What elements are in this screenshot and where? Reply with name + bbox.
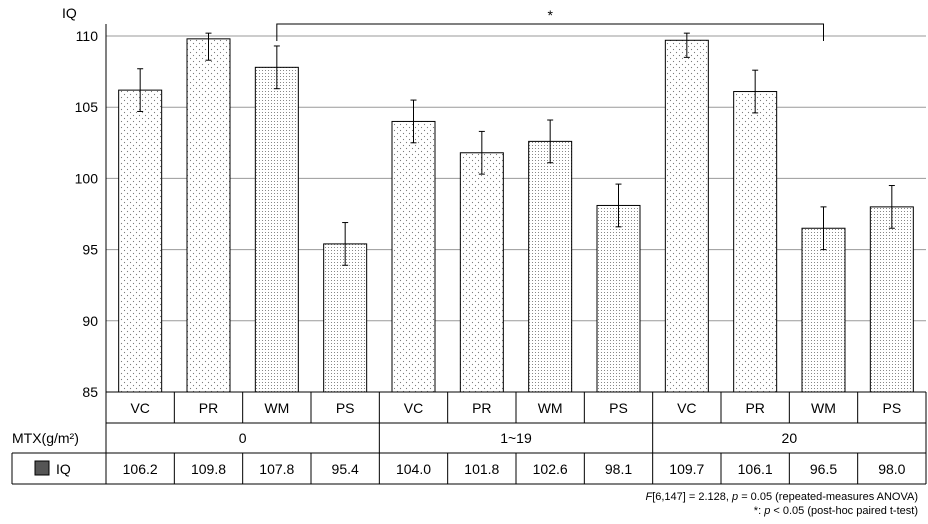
category-label-wm-10: WM — [811, 400, 836, 416]
value-label-4: 104.0 — [396, 461, 431, 477]
category-label-vc-0: VC — [130, 400, 149, 416]
category-label-ps-11: PS — [882, 400, 901, 416]
category-label-pr-1: PR — [199, 400, 218, 416]
bar-vc-4 — [391, 120, 436, 393]
category-label-pr-9: PR — [745, 400, 764, 416]
value-label-7: 98.1 — [605, 461, 632, 477]
value-label-6: 102.6 — [533, 461, 568, 477]
category-label-pr-5: PR — [472, 400, 491, 416]
value-label-3: 95.4 — [332, 461, 359, 477]
category-label-wm-6: WM — [538, 400, 563, 416]
category-label-ps-3: PS — [336, 400, 355, 416]
footnote-1: F[6,147] = 2.128, p = 0.05 (repeated-mea… — [645, 491, 918, 503]
y-tick-label-110: 110 — [76, 28, 99, 44]
value-label-8: 109.7 — [669, 461, 704, 477]
bar-ps-11 — [869, 206, 914, 393]
category-label-ps-7: PS — [609, 400, 628, 416]
value-label-9: 106.1 — [738, 461, 773, 477]
value-label-11: 98.0 — [878, 461, 905, 477]
bar-pr-9 — [733, 91, 778, 393]
y-axis-title: IQ — [62, 5, 77, 21]
value-label-5: 101.8 — [464, 461, 499, 477]
value-label-10: 96.5 — [810, 461, 837, 477]
y-tick-label-85: 85 — [82, 384, 98, 400]
bar-ps-7 — [596, 204, 641, 393]
y-axis: 85 90 95 100 105 110 IQ — [62, 5, 107, 400]
value-label-0: 106.2 — [123, 461, 158, 477]
footnotes: F[6,147] = 2.128, p = 0.05 (repeated-mea… — [645, 491, 918, 517]
y-tick-label-100: 100 — [75, 170, 99, 186]
y-tick-label-95: 95 — [82, 242, 98, 258]
group-axis-label: MTX(g/m²) — [12, 430, 79, 446]
significance-label: * — [547, 7, 553, 23]
legend-label-iq: IQ — [56, 461, 71, 477]
group-label-2: 20 — [782, 430, 798, 446]
bar-vc-0 — [118, 89, 163, 393]
bar-pr-1 — [186, 38, 231, 393]
value-label-1: 109.8 — [191, 461, 226, 477]
category-label-vc-4: VC — [404, 400, 423, 416]
grid-lines — [106, 35, 926, 322]
legend-swatch-iq — [34, 460, 50, 476]
significance-bracket-line — [276, 23, 824, 41]
value-label-2: 107.8 — [259, 461, 294, 477]
bar-pr-5 — [459, 152, 504, 393]
group-label-0: 0 — [239, 430, 247, 446]
bars — [118, 32, 914, 393]
bar-wm-10 — [801, 227, 846, 393]
group-label-1: 1~19 — [500, 430, 532, 446]
category-label-vc-8: VC — [677, 400, 696, 416]
y-tick-label-90: 90 — [82, 313, 98, 329]
significance-bracket: * — [276, 7, 824, 41]
bar-ps-3 — [323, 243, 368, 393]
footnote-2: *: p < 0.05 (post-hoc paired t-test) — [754, 505, 918, 517]
y-tick-label-105: 105 — [75, 99, 99, 115]
bar-wm-6 — [528, 140, 573, 393]
category-label-wm-2: WM — [264, 400, 289, 416]
bar-vc-8 — [664, 39, 709, 393]
bar-wm-2 — [254, 66, 299, 393]
data-table: VC 106.2 PR 109.8 WM 107.8 PS 95.4 VC 104.0 PR 101.… — [11, 391, 927, 485]
